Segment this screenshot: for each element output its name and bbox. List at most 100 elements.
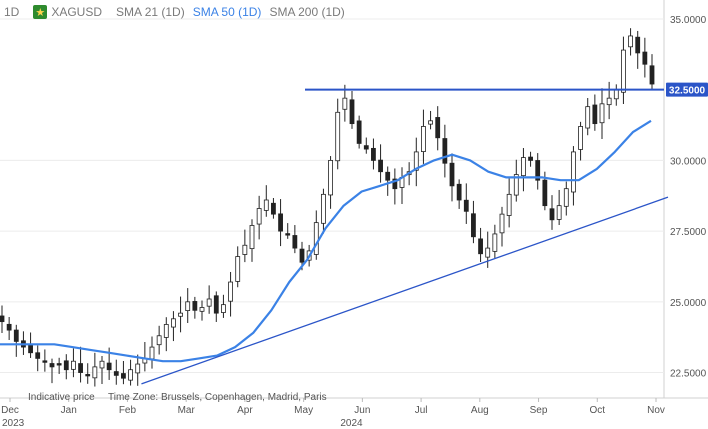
candle-body [249, 225, 255, 250]
candle-body [42, 360, 48, 363]
candle-body [128, 369, 133, 381]
x-tick-label: Jun [354, 405, 370, 416]
x-tick-label: Jul [415, 405, 428, 416]
candle-body [578, 126, 583, 150]
candle-body [49, 363, 55, 368]
x-tick-label: Apr [237, 405, 253, 416]
candle-body [63, 360, 69, 371]
candle-body [13, 329, 19, 342]
year-label: 2024 [340, 418, 363, 429]
candle-body [85, 374, 91, 377]
candle-body [335, 111, 341, 162]
candle-body [149, 346, 155, 360]
last-price-label: 32.5000 [669, 86, 706, 97]
candle-body [228, 281, 233, 302]
x-tick-label: Aug [471, 405, 489, 416]
candle-body [485, 247, 491, 258]
year-label: 2023 [2, 418, 25, 429]
candle-body [192, 301, 198, 311]
y-tick-label: 35.0000 [670, 15, 707, 26]
candle-body [292, 235, 298, 249]
candle-body [621, 49, 626, 93]
candle-body [521, 157, 526, 177]
candle-body [599, 103, 605, 124]
candle-body [506, 193, 512, 216]
candle-body [278, 213, 283, 232]
candle-body [0, 315, 5, 323]
candle-body [271, 202, 276, 215]
y-tick-label: 22.5000 [670, 369, 707, 380]
candle-body [263, 199, 269, 211]
candle-body [635, 36, 641, 54]
candle-body [213, 295, 219, 314]
y-tick-label: 30.0000 [670, 156, 707, 167]
x-tick-label: Sep [530, 405, 548, 416]
candle-body [449, 162, 455, 187]
last-price-badge [666, 82, 708, 97]
indicative-price-note: Indicative price [28, 392, 95, 403]
candle-body [35, 352, 41, 359]
candle-body [642, 51, 648, 65]
candle-body [499, 213, 505, 234]
candle-body [199, 307, 205, 312]
candle-body [571, 151, 576, 193]
candle-body [242, 244, 248, 255]
candle-body [606, 97, 612, 106]
x-tick-label: Feb [119, 405, 137, 416]
sma50-label[interactable]: SMA 50 (1D) [192, 5, 262, 19]
candle-body [6, 323, 12, 331]
candle-body [156, 335, 162, 346]
candle-body [78, 363, 83, 373]
candle-body [413, 151, 419, 171]
candle-body [385, 171, 391, 181]
sma21-label[interactable]: SMA 21 (1D) [116, 5, 185, 19]
candle-body [349, 99, 355, 125]
candle-body [392, 178, 398, 190]
timeframe-label[interactable]: 1D [4, 5, 20, 19]
candle-body [535, 160, 541, 181]
candle-body [435, 117, 441, 139]
candle-body [528, 156, 533, 161]
candle-body [613, 89, 619, 100]
candle-body [542, 179, 548, 207]
candle-body [71, 360, 76, 370]
candle-body [549, 208, 555, 221]
candle-body [428, 120, 433, 125]
candle-body [356, 120, 362, 144]
candle-body [585, 106, 591, 129]
candle-body [235, 256, 241, 282]
x-tick-label: Oct [589, 405, 605, 416]
candle-body [321, 193, 326, 224]
candle-body [285, 233, 291, 236]
candle-body [206, 298, 212, 307]
candle-body [342, 97, 348, 110]
candle-body [492, 233, 498, 252]
candle-body [478, 238, 483, 255]
candle-body [178, 312, 183, 317]
candle-body [363, 145, 369, 150]
candle-body [463, 199, 469, 212]
candle-body [328, 159, 333, 196]
silver-symbol-icon: ★ [33, 5, 48, 19]
candle-body [99, 360, 105, 369]
x-tick-label: Nov [647, 405, 665, 416]
x-tick-label: Jan [61, 405, 77, 416]
timezone-note: Time Zone: Brussels, Copenhagen, Madrid,… [108, 392, 327, 403]
sma200-label[interactable]: SMA 200 (1D) [269, 5, 345, 19]
candle-body [313, 222, 319, 255]
x-tick-label: Mar [178, 405, 196, 416]
candle-body [628, 35, 633, 48]
sma50-line [0, 119, 652, 363]
candle-body [371, 147, 376, 161]
candle-body [556, 205, 562, 220]
candle-body [471, 213, 476, 238]
symbol-label[interactable]: XAGUSD [51, 5, 103, 19]
candle-body [135, 363, 141, 374]
x-tick-label: Dec [1, 405, 19, 416]
candle-body [106, 362, 112, 371]
candle-body [171, 318, 176, 328]
candle-body [513, 174, 519, 196]
candle-body [221, 304, 226, 313]
chart-legend: 1D ★ XAGUSD SMA 21 (1D) SMA 50 (1D) SMA … [0, 0, 353, 24]
